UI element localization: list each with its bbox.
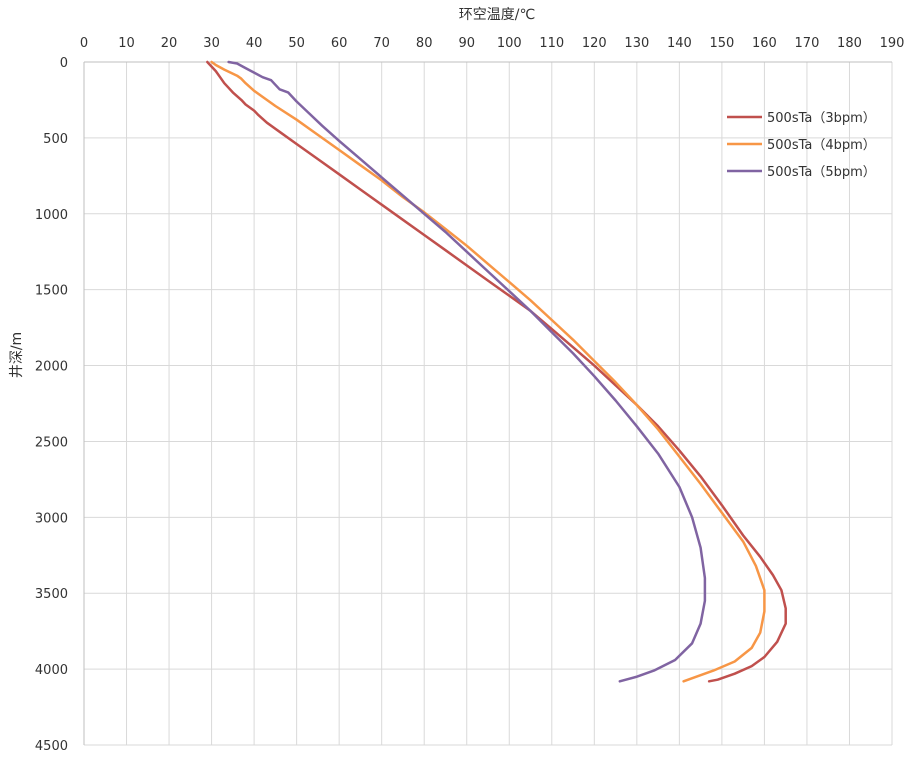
x-tick-label: 10 [118, 36, 135, 51]
x-tick-label: 190 [880, 36, 905, 51]
y-tick-label: 3000 [35, 511, 68, 526]
y-tick-label: 2500 [35, 435, 68, 450]
series-lines [206, 60, 787, 683]
y-tick-label: 4000 [35, 663, 68, 678]
legend: 500sTa（3bpm） 500sTa（4bpm） 500sTa（5bpm） [727, 111, 876, 180]
legend-label-2: 500sTa（4bpm） [767, 138, 876, 153]
y-tick-label: 3500 [35, 587, 68, 602]
x-tick-label: 50 [288, 36, 305, 51]
y-tick-label: 1000 [35, 208, 68, 223]
x-tick-label: 100 [497, 36, 522, 51]
x-tick-label: 60 [331, 36, 348, 51]
series-line-1 [206, 60, 787, 683]
x-tick-label: 130 [624, 36, 649, 51]
x-axis-title: 环空温度/℃ [459, 7, 535, 23]
y-axis-title: 井深/m [9, 332, 25, 378]
x-tick-label: 170 [795, 36, 820, 51]
x-tick-label: 30 [203, 36, 220, 51]
x-tick-label: 80 [416, 36, 433, 51]
x-tick-labels: 0 10 20 30 40 50 60 70 80 90 100 110 120 130 140 150 160… [80, 36, 905, 51]
x-tick-label: 20 [161, 36, 178, 51]
y-tick-label: 2000 [35, 360, 68, 375]
x-tick-label: 0 [80, 36, 88, 51]
series-line-2 [210, 60, 766, 683]
x-tick-label: 120 [582, 36, 607, 51]
x-tick-label: 180 [837, 36, 862, 51]
x-tick-label: 90 [458, 36, 475, 51]
x-tick-label: 110 [539, 36, 564, 51]
x-tick-label: 160 [752, 36, 777, 51]
x-tick-label: 150 [709, 36, 734, 51]
y-tick-label: 4500 [35, 739, 68, 754]
y-tick-labels: 0 500 1000 1500 2000 2500 3000 3500 4000 4500 [35, 56, 68, 754]
legend-label-3: 500sTa（5bpm） [767, 165, 876, 180]
legend-label-1: 500sTa（3bpm） [767, 111, 876, 126]
y-tick-label: 1500 [35, 284, 68, 299]
y-tick-label: 0 [60, 56, 68, 71]
x-tick-label: 40 [246, 36, 263, 51]
axes [83, 61, 892, 745]
y-tick-label: 500 [43, 132, 68, 147]
series-line-3 [227, 60, 707, 683]
x-tick-label: 140 [667, 36, 692, 51]
x-tick-label: 70 [373, 36, 390, 51]
